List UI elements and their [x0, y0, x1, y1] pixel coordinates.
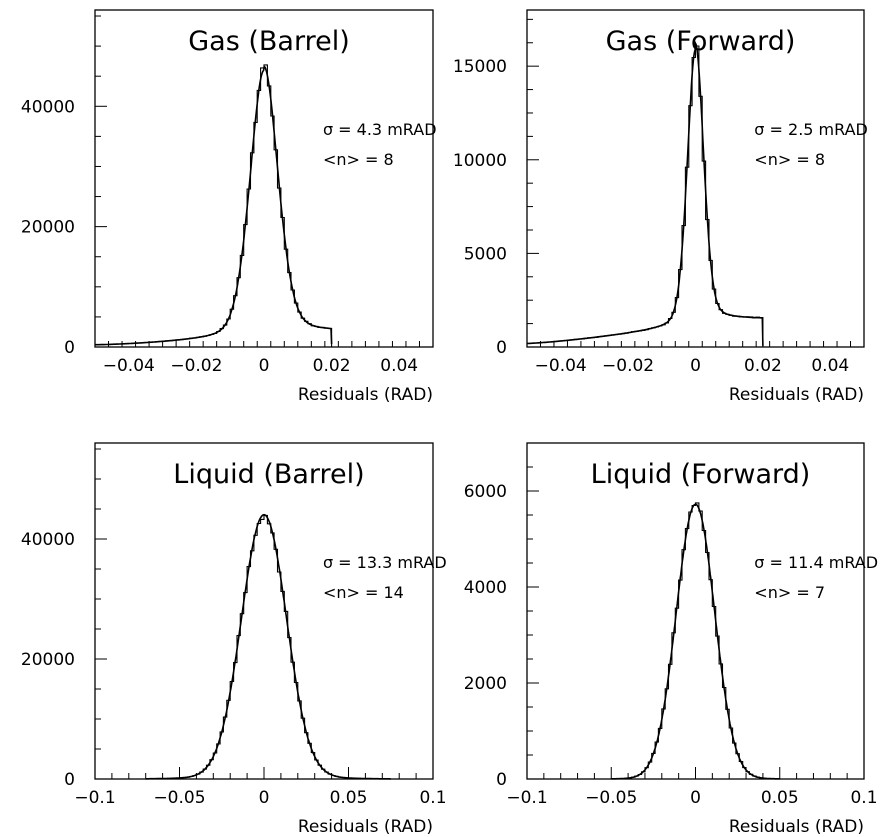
x-tick-label: 0.05: [761, 788, 799, 808]
x-tick-label: 0.04: [811, 356, 849, 376]
mean-n-annotation: <n> = 8: [323, 150, 394, 169]
sigma-annotation: σ = 13.3 mRAD: [323, 553, 447, 572]
fit-curve: [526, 40, 764, 346]
x-tick-label: −0.05: [585, 788, 637, 808]
x-tick-label: −0.04: [103, 356, 155, 376]
mean-n-annotation: <n> = 14: [323, 583, 404, 602]
y-tick-label: 40000: [21, 530, 75, 550]
y-tick-label: 6000: [464, 482, 507, 502]
panel-title: Liquid (Forward): [591, 459, 811, 490]
y-tick-label: 15000: [453, 57, 507, 77]
y-tick-label: 5000: [464, 244, 507, 264]
plot-frame: [526, 9, 865, 348]
panel-gas-barrel: −0.04 −0.02 0 0.02 0.04 0 20000 40000 Residuals …: [21, 9, 437, 405]
panel-liquid-barrel: −0.1 −0.05 0 0.05 0.1 0 20000 40000 Residuals (R…: [21, 442, 447, 837]
histogram-series: [527, 45, 864, 348]
x-axis-title: Residuals (RAD): [298, 817, 433, 837]
mean-n-annotation: <n> = 8: [754, 150, 825, 169]
plot-frame: [94, 442, 434, 780]
y-tick-label: 2000: [464, 674, 507, 694]
y-tick-label: 0: [496, 770, 507, 790]
fit-curve: [611, 503, 780, 780]
x-tick-label: −0.05: [153, 788, 205, 808]
x-axis-title: Residuals (RAD): [298, 385, 433, 405]
x-tick-label: 0: [690, 788, 701, 808]
mean-n-annotation: <n> = 7: [754, 583, 825, 602]
x-tick-label: 0: [259, 356, 270, 376]
panel-title: Gas (Forward): [606, 26, 796, 57]
x-tick-label: −0.02: [170, 356, 222, 376]
y-tick-label: 0: [64, 770, 75, 790]
x-tick-label: 0.02: [313, 356, 351, 376]
sigma-annotation: σ = 4.3 mRAD: [323, 120, 437, 139]
histogram-series: [527, 502, 864, 780]
x-tick-label: 0: [690, 356, 701, 376]
panel-title: Liquid (Barrel): [173, 459, 364, 490]
x-tick-label: 0.05: [330, 788, 368, 808]
y-tick-label: 0: [64, 338, 75, 358]
histogram-series: [95, 64, 433, 348]
y-tick-label: 10000: [453, 151, 507, 171]
y-tick-label: 20000: [21, 218, 75, 238]
sigma-annotation: σ = 2.5 mRAD: [754, 120, 868, 139]
x-axis-title: Residuals (RAD): [729, 817, 864, 837]
fit-curve: [95, 65, 333, 346]
plot-frame: [526, 442, 865, 780]
panel-gas-forward: −0.04 −0.02 0 0.02 0.04 0 5000 10000 15000 Residu…: [453, 9, 868, 405]
y-tick-label: 0: [496, 338, 507, 358]
fit-curve: [145, 513, 391, 780]
y-tick-label: 4000: [464, 578, 507, 598]
x-tick-label: −0.1: [74, 788, 115, 808]
y-tick-label: 20000: [21, 650, 75, 670]
x-tick-label: −0.02: [602, 356, 654, 376]
x-tick-label: −0.1: [506, 788, 547, 808]
x-tick-label: 0.04: [380, 356, 418, 376]
x-tick-label: 0.02: [744, 356, 782, 376]
x-tick-label: 0: [259, 788, 270, 808]
x-axis-title: Residuals (RAD): [729, 385, 864, 405]
x-tick-label: −0.04: [535, 356, 587, 376]
x-tick-label: 0.1: [850, 788, 877, 808]
panel-liquid-forward: −0.1 −0.05 0 0.05 0.1 0 2000 4000 6000 Residuals …: [464, 442, 878, 837]
plot-frame: [94, 9, 434, 348]
x-tick-label: 0.1: [419, 788, 446, 808]
panel-title: Gas (Barrel): [188, 26, 350, 57]
sigma-annotation: σ = 11.4 mRAD: [754, 553, 878, 572]
y-tick-label: 40000: [21, 97, 75, 117]
